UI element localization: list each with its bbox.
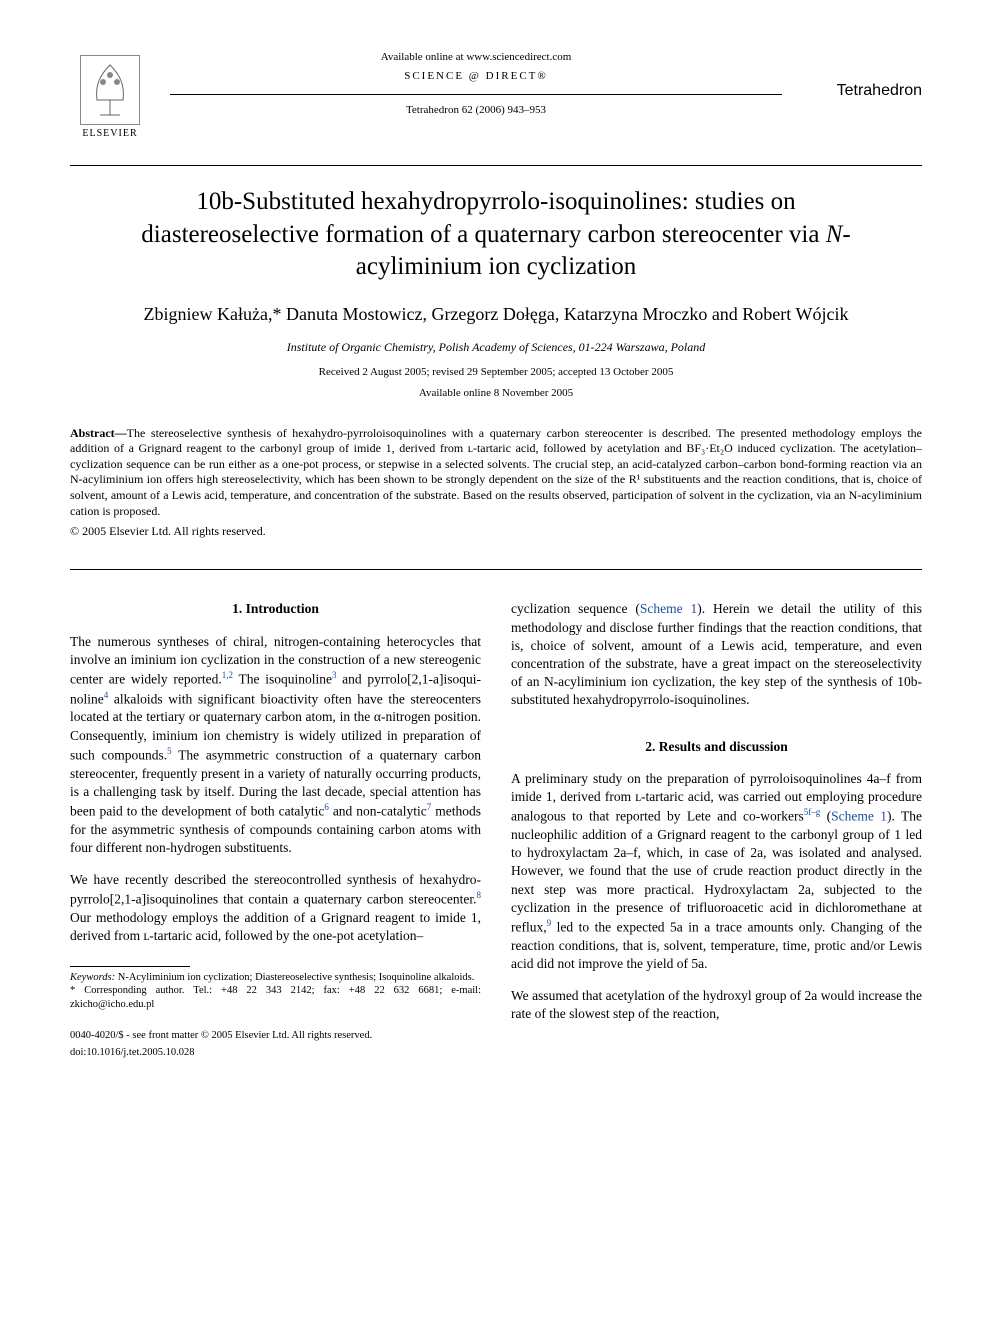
article-dates: Received 2 August 2005; revised 29 Septe… [70, 365, 922, 380]
abstract-label: Abstract— [70, 426, 127, 440]
journal-reference: Tetrahedron 62 (2006) 943–953 [170, 103, 782, 118]
results-para-1: A preliminary study on the preparation o… [511, 770, 922, 973]
footnotes: Keywords: N-Acyliminium ion cyclization;… [70, 971, 481, 1012]
elsevier-tree-icon [80, 55, 140, 125]
header-row: ELSEVIER Available online at www.science… [70, 50, 922, 140]
scheme-link[interactable]: Scheme 1 [640, 601, 697, 616]
ref-link[interactable]: 1,2 [222, 670, 233, 680]
results-para-2: We assumed that acetylation of the hydro… [511, 987, 922, 1023]
text: and non-catalytic [329, 804, 427, 819]
corr-label: * Corresponding author. [70, 985, 193, 996]
title-text-a: 10b-Substituted hexahydropyrrolo-isoquin… [141, 188, 825, 248]
keywords-label: Keywords: [70, 972, 118, 983]
text: We have recently described the stereocon… [70, 872, 481, 907]
text: The isoquinoline [233, 671, 332, 686]
corresponding-author: * Corresponding author. Tel.: +48 22 343… [70, 984, 481, 1011]
intro-heading: 1. Introduction [70, 600, 481, 618]
abstract: Abstract—The stereoselective synthesis o… [70, 426, 922, 520]
two-column-body: 1. Introduction The numerous syntheses o… [70, 600, 922, 1059]
right-column: cyclization sequence (Scheme 1). Herein … [511, 600, 922, 1059]
keywords-line: Keywords: N-Acyliminium ion cyclization;… [70, 971, 481, 985]
available-online-date: Available online 8 November 2005 [70, 386, 922, 401]
title-italic: N [826, 221, 843, 248]
ref-link[interactable]: 8 [477, 890, 482, 900]
text: ). The nucleophilic addition of a Grigna… [511, 809, 922, 935]
results-heading: 2. Results and discussion [511, 738, 922, 756]
footer-issn: 0040-4020/$ - see front matter © 2005 El… [70, 1029, 481, 1043]
keywords-text: N-Acyliminium ion cyclization; Diastereo… [118, 972, 475, 983]
footer-doi: doi:10.1016/j.tet.2005.10.028 [70, 1046, 481, 1060]
center-header: Available online at www.sciencedirect.co… [150, 50, 802, 118]
article-title: 10b-Substituted hexahydropyrrolo-isoquin… [110, 186, 882, 284]
tree-icon [85, 60, 135, 120]
text: Our methodology employs the addition of … [70, 910, 481, 943]
intro-para-1: The numerous syntheses of chiral, nitrog… [70, 633, 481, 858]
intro-para-2: We have recently described the stereocon… [70, 871, 481, 945]
intro-para-2-cont: cyclization sequence (Scheme 1). Herein … [511, 600, 922, 709]
affiliation: Institute of Organic Chemistry, Polish A… [70, 339, 922, 355]
text: led to the expected 5a in a trace amount… [511, 920, 922, 971]
science-direct-logo: SCIENCE @ DIRECT® [170, 69, 782, 84]
text: ). Herein we detail the utility of this … [511, 601, 922, 707]
text: cyclization sequence ( [511, 601, 640, 616]
footnote-separator [70, 966, 190, 967]
text: ( [820, 809, 831, 824]
journal-name: Tetrahedron [802, 50, 922, 102]
left-column: 1. Introduction The numerous syntheses o… [70, 600, 481, 1059]
available-online-text: Available online at www.sciencedirect.co… [170, 50, 782, 65]
abstract-body: The stereoselective synthesis of hexahyd… [70, 426, 922, 518]
authors: Zbigniew Kałuża,* Danuta Mostowicz, Grze… [70, 302, 922, 327]
scheme-link[interactable]: Scheme 1 [831, 809, 887, 824]
ref-link[interactable]: 5f–g [804, 807, 821, 817]
abstract-rule-bottom [70, 569, 922, 570]
publisher-logo: ELSEVIER [70, 50, 150, 140]
publisher-name: ELSEVIER [82, 127, 137, 141]
copyright-line: © 2005 Elsevier Ltd. All rights reserved… [70, 523, 922, 539]
header-rule [170, 94, 782, 95]
title-rule-top [70, 165, 922, 166]
